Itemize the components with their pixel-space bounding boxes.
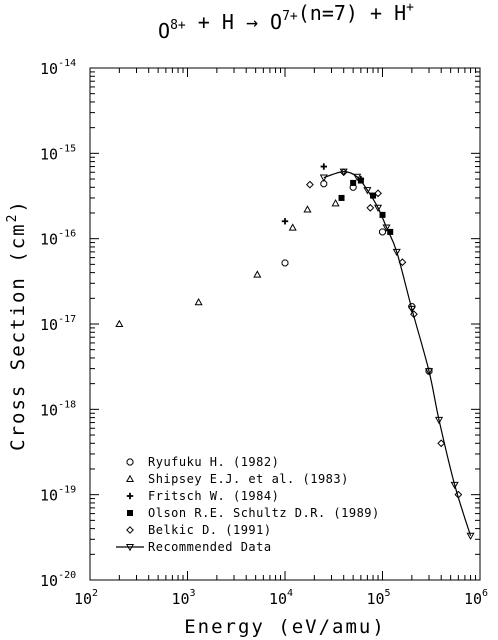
legend-label: Fritsch W. (1984) [148, 489, 279, 503]
legend-marker [127, 510, 133, 516]
series-5-point [424, 368, 434, 376]
series-4-point [398, 258, 407, 267]
y-tick-label: 10-14 [40, 58, 76, 78]
series-3-point [379, 211, 386, 218]
y-label-sup: 2 [5, 213, 20, 223]
series-5-point [434, 416, 444, 425]
series-5-point [382, 224, 391, 232]
legend-item: Recommended Data [116, 540, 272, 554]
series-1-point [194, 297, 203, 306]
x-tick-label: 102 [74, 588, 98, 608]
y-tick-label: 10-20 [40, 570, 76, 590]
recommended-data-curve [323, 171, 472, 536]
series-3-point [357, 177, 364, 184]
legend-marker [126, 458, 134, 466]
x-tick-labels: 102 103 104 105 106 [74, 588, 488, 608]
title-sup-0: 8+ [170, 18, 186, 33]
series-5-point [392, 248, 401, 257]
series-1-point [253, 270, 262, 278]
x-tick-label: 106 [464, 588, 488, 608]
y-tick-label: 10-19 [40, 485, 76, 505]
series-5-point [466, 532, 475, 540]
series-5-point [363, 187, 372, 195]
y-axis-label: Cross Section (cm2) [5, 199, 29, 451]
series-3-point [370, 192, 377, 199]
series-4-point [454, 490, 463, 499]
title-sup-1: 7+ [282, 9, 298, 24]
x-tick-label: 103 [171, 588, 195, 608]
recommended-curve-path [323, 171, 472, 536]
legend-item: Shipsey E.J. et al. (1983) [125, 472, 349, 486]
series-1-point [288, 223, 297, 231]
legend-label: Recommended Data [148, 540, 272, 554]
series-1-point [331, 199, 340, 207]
series-3-point [350, 179, 357, 186]
y-tick-label: 10-17 [40, 314, 76, 334]
series-2-point [320, 163, 327, 170]
series-4-point [366, 203, 375, 212]
plot-frame [89, 67, 481, 581]
series-4-point [410, 310, 418, 319]
x-axis-label: Energy (eV/amu) [184, 616, 386, 638]
legend-item: Fritsch W. (1984) [126, 489, 279, 503]
axis-ticks [89, 67, 481, 581]
legend-marker [125, 474, 135, 483]
title-text-1: + H → O [186, 10, 282, 34]
series-4-point [437, 439, 446, 448]
y-tick-label: 10-16 [40, 229, 76, 249]
legend-marker [126, 526, 134, 534]
series-5-point [319, 174, 328, 182]
series-1-point [115, 319, 124, 328]
y-tick-labels: 10-14 10-15 10-16 10-17 10-18 10-19 10-20 [40, 58, 76, 590]
legend-label: Olson R.E. Schultz D.R. (1989) [148, 506, 380, 520]
legend-marker [125, 543, 135, 552]
legend: Ryufuku H. (1982) Shipsey E.J. et al. (19… [116, 455, 380, 554]
series-5-point [373, 204, 383, 213]
legend-item: Belkic D. (1991) [126, 523, 272, 537]
legend-label: Ryufuku H. (1982) [148, 455, 279, 469]
series-5-point [353, 173, 362, 182]
series-4-point [305, 180, 314, 189]
data-markers [115, 163, 475, 540]
series-5-point [339, 168, 348, 176]
series-3-point [338, 194, 345, 201]
series-2-point [281, 218, 289, 225]
series-5-point [407, 305, 416, 314]
legend-label: Shipsey E.J. et al. (1983) [148, 472, 349, 486]
y-label-main: Cross Section (cm [7, 222, 29, 450]
series-5-point [450, 481, 459, 490]
series-0-point [408, 303, 416, 311]
legend-item: Olson R.E. Schultz D.R. (1989) [127, 506, 380, 520]
y-label-end: ) [7, 199, 29, 212]
title-sup-2: + [406, 0, 414, 15]
x-tick-label: 104 [269, 588, 293, 608]
chart-title: O8+ + H → O7+(n=7) + H+ [158, 0, 414, 43]
legend-marker [126, 492, 134, 500]
series-0-point [379, 228, 386, 236]
series-1-point [303, 205, 312, 213]
series-0-point [281, 259, 289, 267]
series-4-point [374, 189, 382, 198]
title-text-2: (n=7) + H [298, 1, 406, 25]
x-tick-label: 105 [366, 588, 390, 608]
series-3-point [387, 228, 394, 235]
y-tick-label: 10-15 [40, 143, 76, 163]
series-0-point [320, 180, 328, 188]
legend-item: Ryufuku H. (1982) [126, 455, 279, 469]
y-tick-label: 10-18 [40, 399, 76, 419]
legend-label: Belkic D. (1991) [148, 523, 272, 537]
plot-border [89, 67, 481, 581]
title-text-0: O [158, 19, 170, 43]
